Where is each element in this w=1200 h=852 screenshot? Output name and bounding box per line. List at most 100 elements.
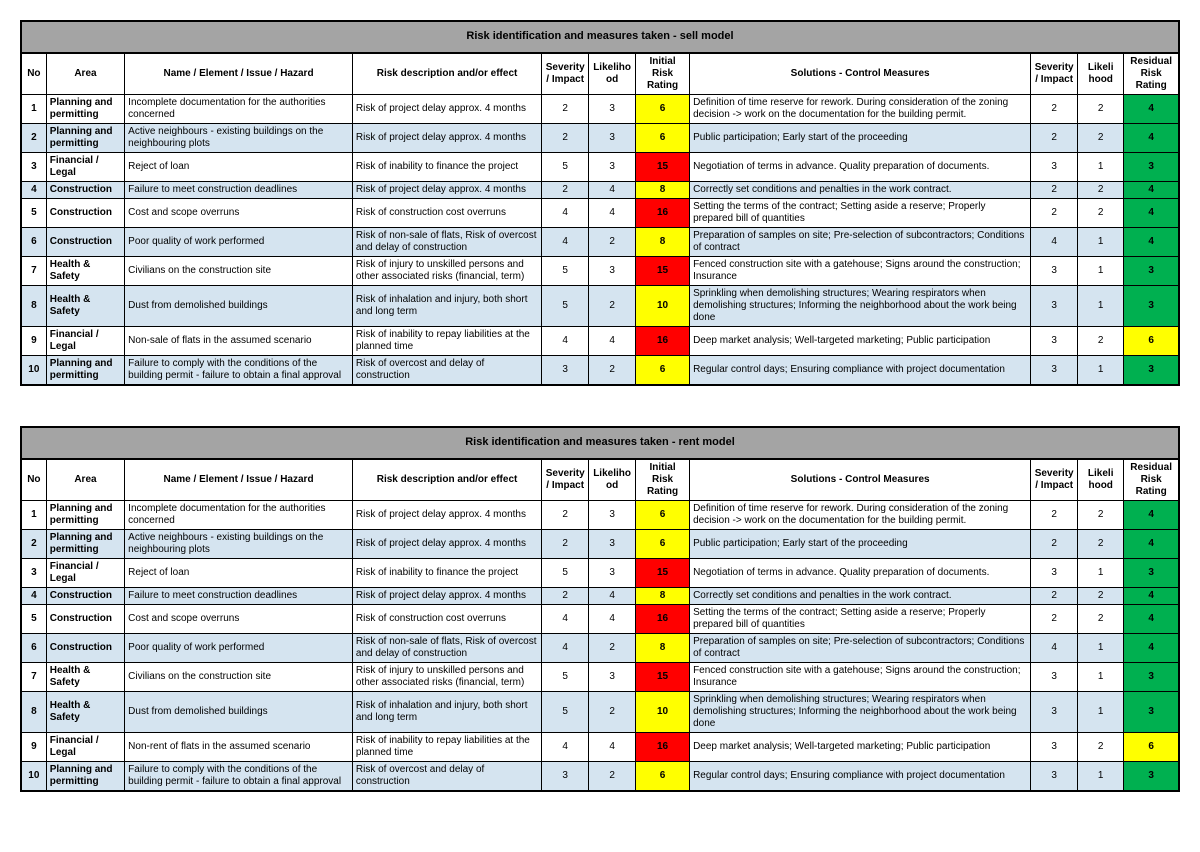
table-row: 3Financial / LegalReject of loanRisk of … bbox=[21, 559, 1179, 588]
cell-lik2: 2 bbox=[1078, 95, 1124, 124]
cell-lik2: 1 bbox=[1078, 153, 1124, 182]
cell-irr: 15 bbox=[636, 663, 690, 692]
cell-desc: Risk of overcost and delay of constructi… bbox=[352, 356, 541, 386]
cell-area: Financial / Legal bbox=[46, 733, 124, 762]
cell-lik2: 2 bbox=[1078, 733, 1124, 762]
table-row: 7Health & SafetyCivilians on the constru… bbox=[21, 257, 1179, 286]
cell-name: Active neighbours - existing buildings o… bbox=[125, 530, 353, 559]
cell-no: 3 bbox=[21, 559, 46, 588]
cell-no: 3 bbox=[21, 153, 46, 182]
cell-area: Construction bbox=[46, 228, 124, 257]
table-row: 9Financial / LegalNon-rent of flats in t… bbox=[21, 733, 1179, 762]
cell-no: 4 bbox=[21, 182, 46, 199]
cell-sol: Correctly set conditions and penalties i… bbox=[690, 182, 1031, 199]
cell-name: Cost and scope overruns bbox=[125, 605, 353, 634]
cell-irr: 8 bbox=[636, 228, 690, 257]
cell-desc: Risk of construction cost overruns bbox=[352, 199, 541, 228]
column-header: Severity / Impact bbox=[1031, 459, 1078, 501]
cell-desc: Risk of project delay approx. 4 months bbox=[352, 95, 541, 124]
cell-lik2: 1 bbox=[1078, 356, 1124, 386]
cell-area: Financial / Legal bbox=[46, 559, 124, 588]
cell-irr: 15 bbox=[636, 257, 690, 286]
cell-no: 2 bbox=[21, 124, 46, 153]
cell-desc: Risk of non-sale of flats, Risk of overc… bbox=[352, 228, 541, 257]
cell-name: Failure to meet construction deadlines bbox=[125, 182, 353, 199]
cell-area: Health & Safety bbox=[46, 286, 124, 327]
cell-irr: 6 bbox=[636, 530, 690, 559]
column-header: Initial Risk Rating bbox=[636, 53, 690, 95]
cell-lik2: 1 bbox=[1078, 762, 1124, 792]
cell-desc: Risk of inability to finance the project bbox=[352, 559, 541, 588]
column-header: Risk description and/or effect bbox=[352, 53, 541, 95]
cell-sev2: 2 bbox=[1031, 501, 1078, 530]
table-row: 4ConstructionFailure to meet constructio… bbox=[21, 588, 1179, 605]
cell-irr: 6 bbox=[636, 356, 690, 386]
cell-irr: 8 bbox=[636, 182, 690, 199]
cell-area: Construction bbox=[46, 634, 124, 663]
cell-lik1: 3 bbox=[589, 95, 636, 124]
cell-lik2: 2 bbox=[1078, 327, 1124, 356]
column-header: Severity / Impact bbox=[542, 459, 589, 501]
column-header: Name / Element / Issue / Hazard bbox=[125, 53, 353, 95]
cell-lik1: 3 bbox=[589, 559, 636, 588]
cell-area: Construction bbox=[46, 605, 124, 634]
table-row: 5ConstructionCost and scope overrunsRisk… bbox=[21, 605, 1179, 634]
cell-no: 8 bbox=[21, 692, 46, 733]
cell-name: Failure to comply with the conditions of… bbox=[125, 356, 353, 386]
cell-lik1: 4 bbox=[589, 733, 636, 762]
cell-area: Health & Safety bbox=[46, 692, 124, 733]
cell-no: 9 bbox=[21, 733, 46, 762]
cell-sol: Sprinkling when demolishing structures; … bbox=[690, 286, 1031, 327]
cell-sol: Public participation; Early start of the… bbox=[690, 124, 1031, 153]
cell-lik1: 4 bbox=[589, 327, 636, 356]
column-header: Area bbox=[46, 53, 124, 95]
cell-lik1: 2 bbox=[589, 286, 636, 327]
cell-desc: Risk of project delay approx. 4 months bbox=[352, 530, 541, 559]
cell-sol: Regular control days; Ensuring complianc… bbox=[690, 762, 1031, 792]
cell-no: 4 bbox=[21, 588, 46, 605]
cell-no: 7 bbox=[21, 663, 46, 692]
risk-table: Risk identification and measures taken -… bbox=[20, 426, 1180, 792]
cell-rrr: 4 bbox=[1124, 95, 1179, 124]
cell-lik2: 1 bbox=[1078, 692, 1124, 733]
cell-no: 10 bbox=[21, 356, 46, 386]
cell-sev1: 5 bbox=[542, 286, 589, 327]
column-header: Name / Element / Issue / Hazard bbox=[125, 459, 353, 501]
table-row: 9Financial / LegalNon-sale of flats in t… bbox=[21, 327, 1179, 356]
cell-no: 10 bbox=[21, 762, 46, 792]
cell-lik2: 2 bbox=[1078, 605, 1124, 634]
column-header: No bbox=[21, 459, 46, 501]
cell-rrr: 3 bbox=[1124, 286, 1179, 327]
cell-lik1: 4 bbox=[589, 605, 636, 634]
cell-lik2: 1 bbox=[1078, 286, 1124, 327]
cell-sev2: 3 bbox=[1031, 663, 1078, 692]
cell-desc: Risk of project delay approx. 4 months bbox=[352, 588, 541, 605]
cell-area: Health & Safety bbox=[46, 663, 124, 692]
cell-name: Incomplete documentation for the authori… bbox=[125, 501, 353, 530]
cell-sev1: 4 bbox=[542, 199, 589, 228]
column-header: Risk description and/or effect bbox=[352, 459, 541, 501]
cell-rrr: 6 bbox=[1124, 733, 1179, 762]
cell-irr: 16 bbox=[636, 605, 690, 634]
cell-sev1: 5 bbox=[542, 663, 589, 692]
cell-sev2: 3 bbox=[1031, 733, 1078, 762]
cell-lik1: 2 bbox=[589, 634, 636, 663]
cell-lik2: 2 bbox=[1078, 182, 1124, 199]
column-header: Residual Risk Rating bbox=[1124, 459, 1179, 501]
cell-sev1: 2 bbox=[542, 588, 589, 605]
cell-sev1: 4 bbox=[542, 228, 589, 257]
cell-sol: Deep market analysis; Well-targeted mark… bbox=[690, 327, 1031, 356]
cell-name: Dust from demolished buildings bbox=[125, 692, 353, 733]
cell-sol: Negotiation of terms in advance. Quality… bbox=[690, 153, 1031, 182]
cell-area: Planning and permitting bbox=[46, 124, 124, 153]
cell-desc: Risk of project delay approx. 4 months bbox=[352, 501, 541, 530]
cell-sol: Preparation of samples on site; Pre-sele… bbox=[690, 228, 1031, 257]
cell-area: Construction bbox=[46, 182, 124, 199]
cell-desc: Risk of overcost and delay of constructi… bbox=[352, 762, 541, 792]
cell-sol: Definition of time reserve for rework. D… bbox=[690, 501, 1031, 530]
cell-rrr: 4 bbox=[1124, 588, 1179, 605]
cell-irr: 8 bbox=[636, 588, 690, 605]
cell-area: Planning and permitting bbox=[46, 95, 124, 124]
cell-sev2: 3 bbox=[1031, 692, 1078, 733]
cell-sev1: 2 bbox=[542, 530, 589, 559]
